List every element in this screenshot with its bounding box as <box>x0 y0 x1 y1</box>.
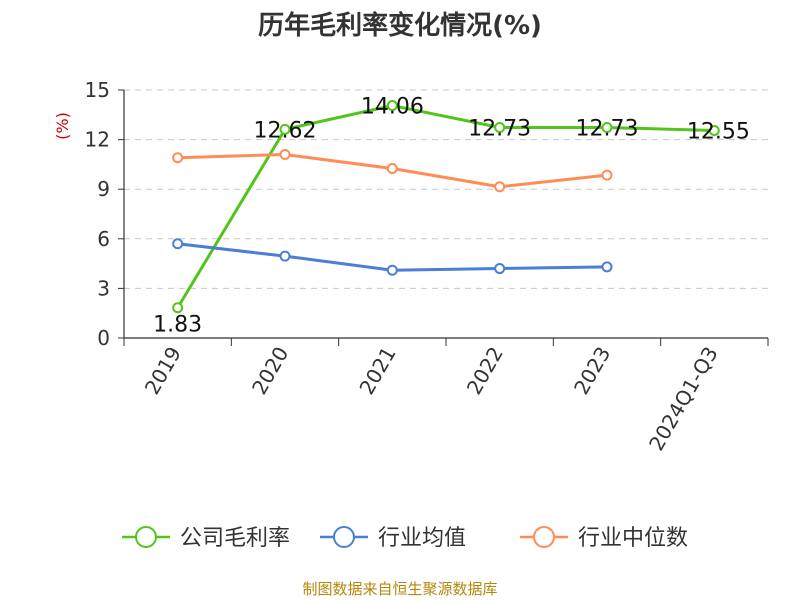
legend-label: 行业均值 <box>378 526 466 551</box>
legend[interactable]: 公司毛利率 行业均值 行业中位数 <box>122 526 688 551</box>
x-tick-label: 2023 <box>569 343 615 399</box>
data-point[interactable] <box>279 123 291 135</box>
legend-item[interactable]: 公司毛利率 <box>122 526 290 551</box>
data-label: 12.73 <box>468 117 531 142</box>
y-tick-label: 0 <box>97 326 110 350</box>
data-point[interactable] <box>494 181 506 193</box>
data-point[interactable] <box>601 261 613 273</box>
legend-marker <box>533 526 555 548</box>
x-tick-label: 2022 <box>462 343 508 399</box>
legend-label: 公司毛利率 <box>180 526 290 551</box>
data-point[interactable] <box>279 250 291 262</box>
x-tick-label: 2021 <box>354 343 400 399</box>
y-tick-label: 3 <box>97 276 110 300</box>
legend-item[interactable]: 行业中位数 <box>520 526 688 551</box>
legend-marker <box>135 526 157 548</box>
data-point[interactable] <box>172 238 184 250</box>
y-tick-label: 6 <box>97 227 110 251</box>
axes: 0 3 6 9 12 15 2019 2020 2021 2022 2023 2024Q1-Q3 <box>85 78 769 455</box>
series <box>172 100 720 314</box>
data-labels: 1.83 12.62 14.06 12.73 12.73 12.55 <box>153 95 750 338</box>
data-point[interactable] <box>708 125 720 137</box>
data-point[interactable] <box>386 163 398 175</box>
data-point[interactable] <box>172 302 184 314</box>
y-axis-label: (%) <box>53 112 72 140</box>
x-tick-label: 2019 <box>140 343 186 399</box>
legend-marker <box>333 526 355 548</box>
source-note: 制图数据来自恒生聚源数据库 <box>302 580 497 598</box>
x-tick-label: 2020 <box>247 343 293 399</box>
y-tick-label: 15 <box>85 78 110 102</box>
y-tick-label: 12 <box>85 128 110 152</box>
data-point[interactable] <box>386 264 398 276</box>
x-tick-label: 2024Q1-Q3 <box>644 343 723 455</box>
data-point[interactable] <box>279 148 291 160</box>
data-point[interactable] <box>386 100 398 112</box>
data-label: 14.06 <box>361 95 424 120</box>
data-label: 12.73 <box>576 117 639 142</box>
data-point[interactable] <box>172 152 184 164</box>
series-line <box>176 104 715 309</box>
y-tick-label: 9 <box>97 177 110 201</box>
data-point[interactable] <box>601 169 613 181</box>
data-label: 12.62 <box>254 118 317 143</box>
grid <box>124 89 768 289</box>
legend-item[interactable]: 行业均值 <box>320 526 466 551</box>
data-point[interactable] <box>494 122 506 134</box>
data-label: 12.55 <box>687 120 750 145</box>
data-point[interactable] <box>494 263 506 275</box>
chart-title: 历年毛利率变化情况(%) <box>258 10 542 41</box>
legend-label: 行业中位数 <box>578 526 688 551</box>
data-label: 1.83 <box>153 313 202 338</box>
data-point[interactable] <box>601 122 613 134</box>
